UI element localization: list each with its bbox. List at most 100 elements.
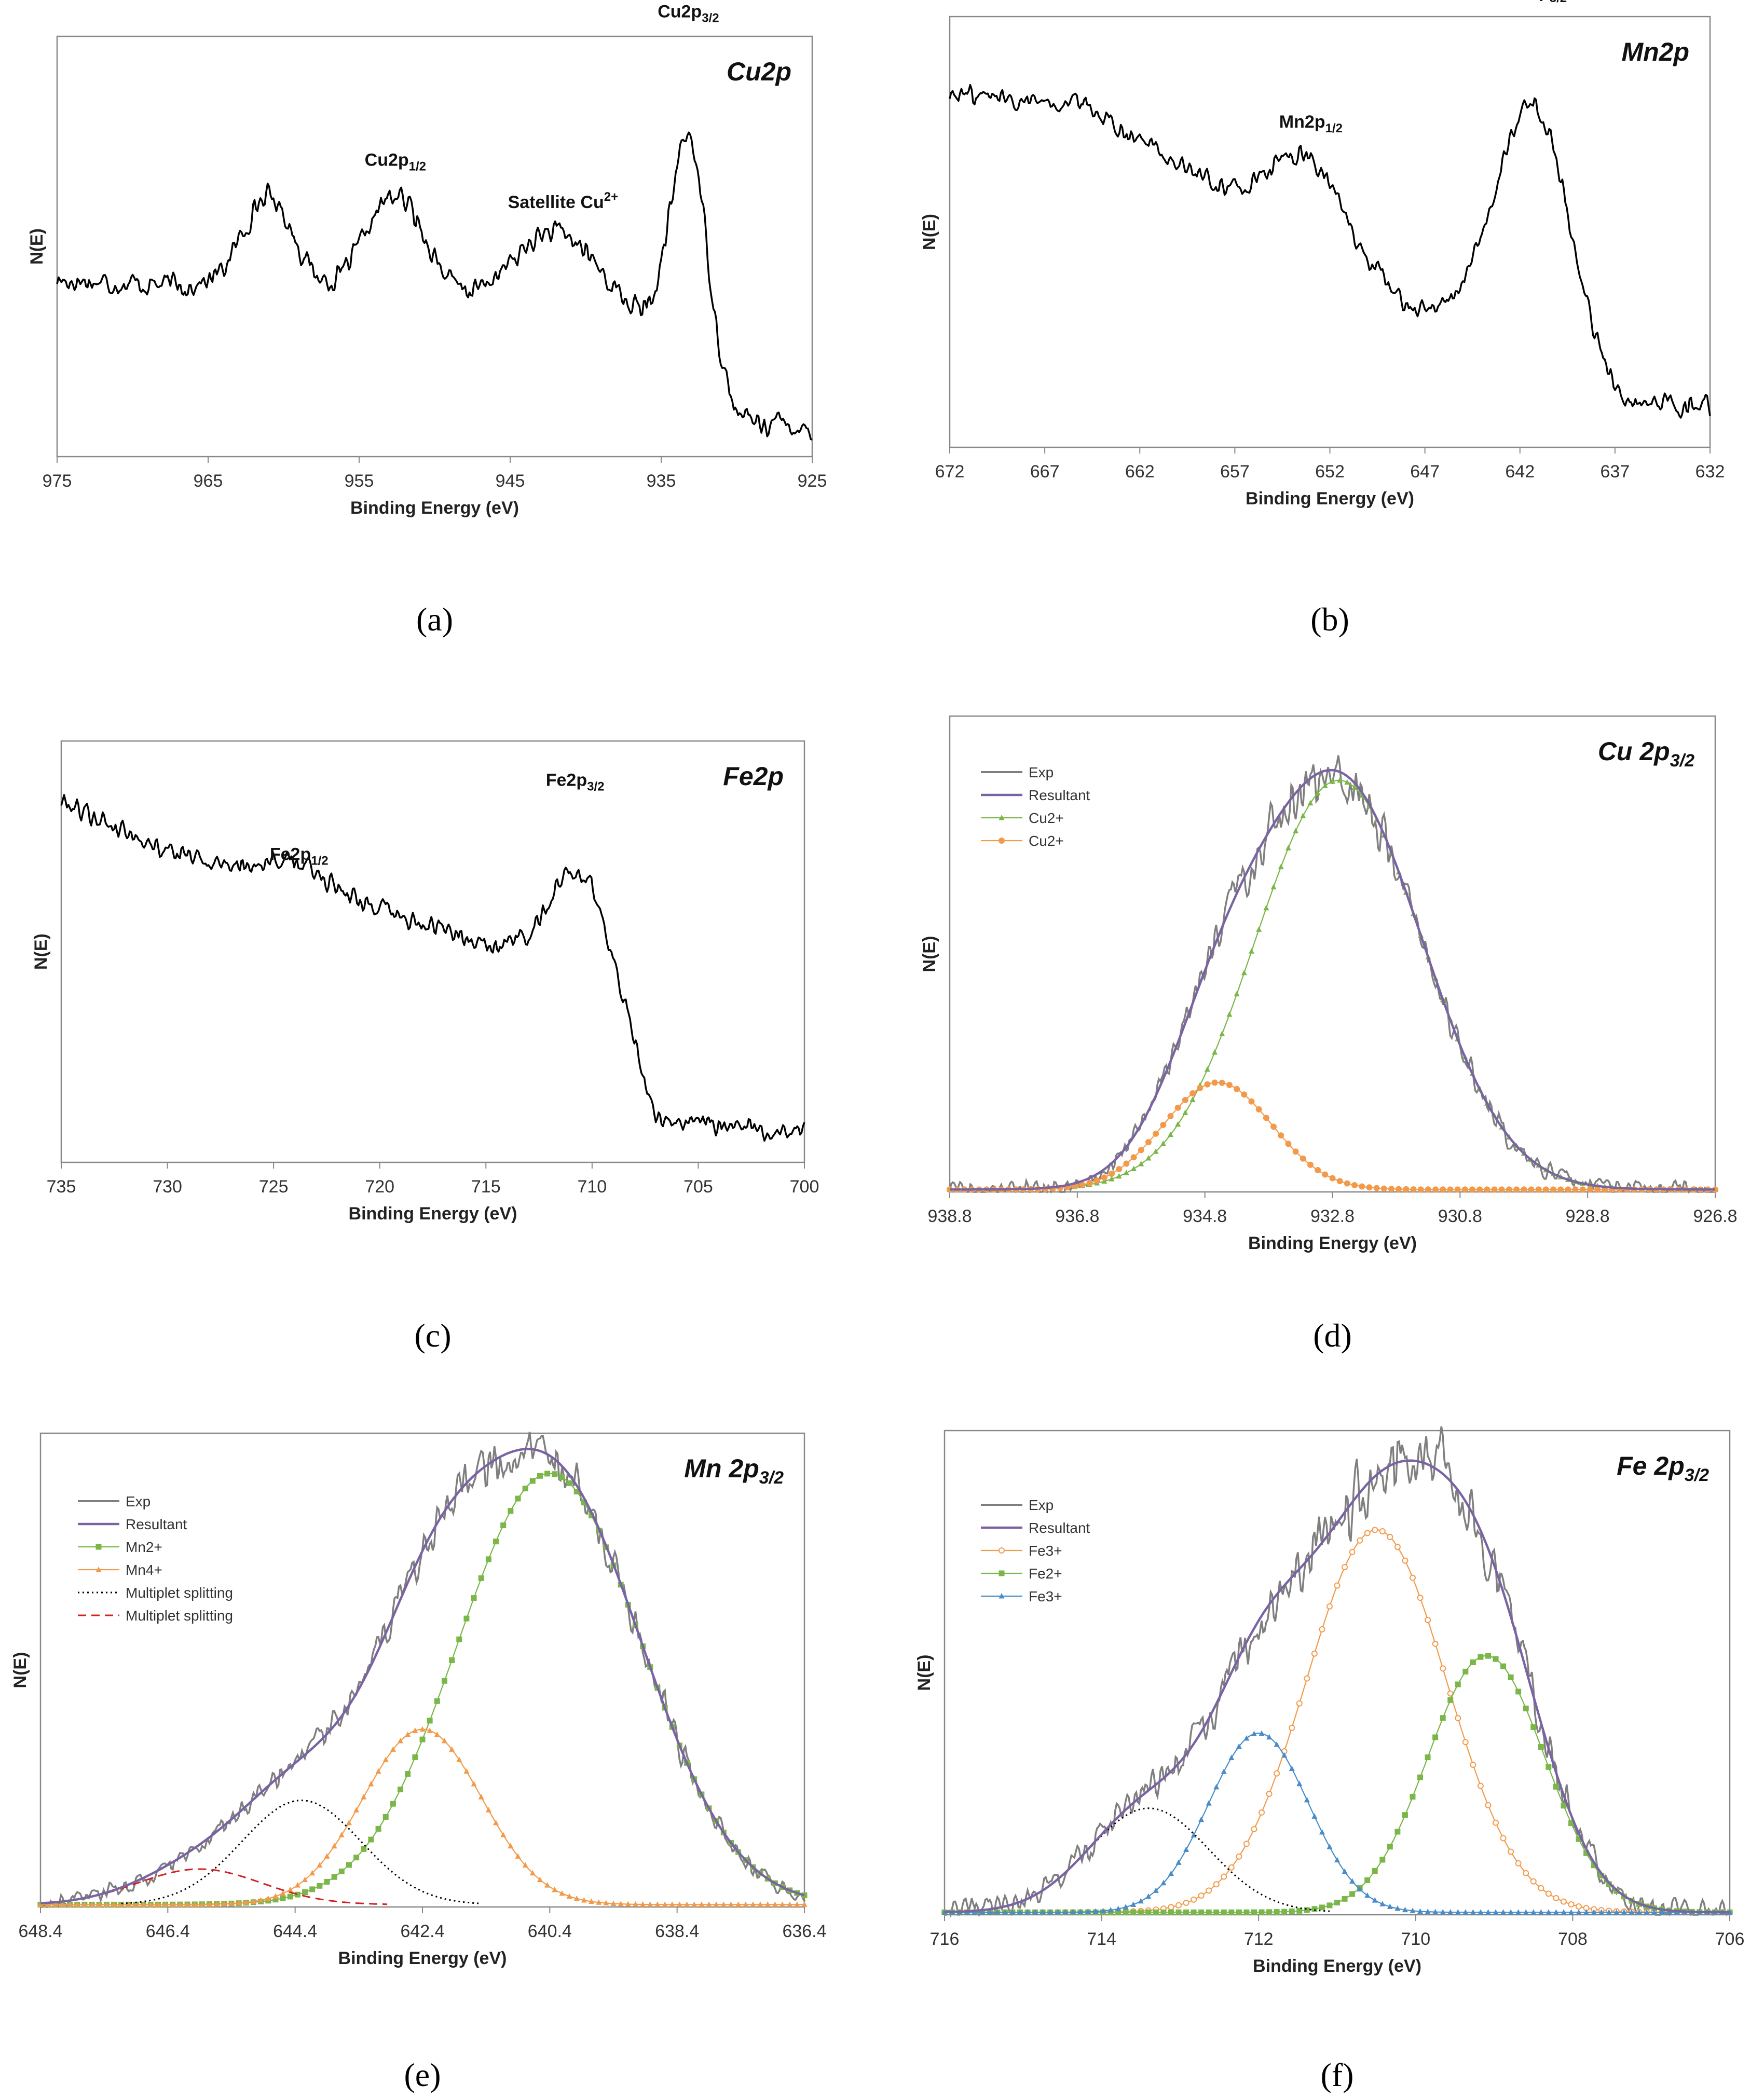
data-point	[1092, 1908, 1099, 1914]
data-point	[419, 1736, 426, 1742]
data-point	[1248, 948, 1254, 954]
data-point	[1289, 1908, 1295, 1914]
data-point	[720, 1901, 727, 1907]
panel-title-main: Fe 2p	[1617, 1451, 1685, 1480]
data-point	[1470, 1761, 1476, 1768]
legend-marker	[999, 1593, 1005, 1599]
data-point	[994, 1909, 1001, 1915]
x-tick-label: 925	[798, 471, 827, 491]
panel-title: Mn 2p3/2	[684, 1454, 784, 1488]
data-point	[1198, 1909, 1205, 1915]
legend-marker	[999, 1570, 1005, 1576]
data-point	[1546, 1764, 1552, 1770]
data-point	[1093, 1177, 1100, 1184]
data-point	[1651, 1909, 1658, 1915]
data-point	[1440, 1715, 1446, 1721]
data-point	[382, 1756, 389, 1762]
data-point	[1402, 1557, 1409, 1564]
data-point	[1530, 1724, 1537, 1730]
data-point	[1545, 1890, 1552, 1897]
legend: Exp Resultant Mn2+ Mn4+ Multiplet splitting M…	[78, 1493, 233, 1624]
data-point	[1116, 1166, 1123, 1173]
data-point	[1145, 1893, 1152, 1899]
data-point	[1344, 779, 1350, 785]
data-point	[1274, 1909, 1280, 1915]
legend-marker	[999, 838, 1005, 844]
data-point	[544, 1882, 551, 1888]
data-point	[1538, 1744, 1544, 1750]
data-point	[1425, 1616, 1431, 1623]
data-point	[1372, 1897, 1378, 1903]
data-point	[1197, 1085, 1204, 1091]
data-point	[632, 1901, 638, 1907]
data-point	[192, 1901, 198, 1907]
plot-frame	[56, 35, 813, 458]
data-point	[610, 1900, 617, 1906]
x-axis-title: Binding Energy (eV)	[338, 1948, 507, 1968]
data-point	[338, 1832, 345, 1837]
data-point	[1079, 1182, 1086, 1188]
data-point	[162, 1901, 169, 1907]
data-point	[309, 1870, 316, 1876]
data-point	[1101, 1178, 1107, 1184]
data-point	[1311, 1650, 1318, 1657]
data-point	[1417, 1908, 1424, 1914]
data-point	[1017, 1909, 1023, 1915]
panel-title-subscript: 3/2	[1670, 751, 1694, 771]
data-point	[1228, 1909, 1235, 1915]
data-point	[1515, 1689, 1522, 1695]
peak-annotation: Mn2p1/2	[1279, 112, 1343, 135]
data-point	[96, 1901, 102, 1907]
data-point	[441, 1678, 447, 1684]
x-tick-label: 638.4	[655, 1921, 699, 1941]
data-point	[52, 1901, 58, 1907]
data-point	[1629, 1909, 1635, 1915]
data-point	[669, 1901, 675, 1907]
data-point	[1206, 1800, 1212, 1806]
data-point	[456, 1636, 462, 1642]
data-point	[537, 1473, 543, 1479]
legend-entry: Mn2+	[78, 1539, 162, 1555]
data-point	[1221, 1909, 1227, 1915]
data-point	[972, 1909, 978, 1915]
data-point	[1364, 1530, 1371, 1536]
legend-label: Fe3+	[1029, 1588, 1062, 1604]
legend-entry: Fe2+	[981, 1566, 1062, 1582]
y-axis-title: N(E)	[31, 934, 51, 970]
data-point	[1315, 790, 1321, 795]
data-point	[1070, 1909, 1076, 1915]
panel-title: Fe2p	[723, 762, 784, 791]
data-point	[478, 1794, 484, 1800]
data-point	[1470, 1909, 1476, 1915]
data-point	[1319, 1904, 1325, 1911]
data-point	[1263, 904, 1269, 911]
legend-label: Cu2+	[1029, 810, 1064, 826]
data-point	[1213, 1909, 1220, 1915]
data-point	[1174, 1104, 1181, 1111]
panel-d: 938.8 936.8 934.8 932.8 930.8 928.8 926.8 Bindi…	[920, 715, 1738, 1354]
data-point	[1349, 1878, 1356, 1884]
data-point	[1009, 1909, 1016, 1915]
legend-label: Mn2+	[126, 1539, 162, 1555]
legend-label: Resultant	[126, 1516, 187, 1532]
data-point	[1470, 1659, 1476, 1666]
legend-label: Multiplet splitting	[126, 1585, 233, 1601]
data-point	[1040, 1909, 1046, 1915]
data-point	[1337, 777, 1343, 783]
x-tick-label: 926.8	[1693, 1206, 1737, 1226]
data-point	[1213, 1881, 1220, 1888]
panel-title-subscript: 3/2	[759, 1468, 784, 1488]
data-point	[59, 1901, 65, 1907]
legend-entry: Fe3+	[981, 1543, 1062, 1559]
component-line-Cu2+	[950, 1081, 1715, 1190]
data-point	[1409, 1574, 1416, 1581]
data-point	[361, 1794, 367, 1800]
plot-frame	[60, 740, 805, 1163]
legend-label: Multiplet splitting	[126, 1608, 233, 1624]
data-point	[1576, 1836, 1582, 1842]
data-point	[280, 1895, 286, 1901]
data-point	[566, 1893, 572, 1899]
resultant-line	[945, 1459, 1730, 1914]
data-point	[979, 1909, 986, 1915]
